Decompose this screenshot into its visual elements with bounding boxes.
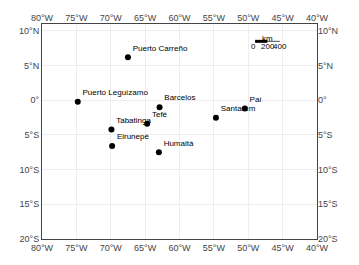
svg-text:50°W: 50°W (237, 13, 260, 23)
svg-text:55°W: 55°W (203, 243, 226, 253)
svg-text:5°S: 5°S (318, 130, 333, 140)
svg-text:60°W: 60°W (168, 13, 191, 23)
svg-text:70°W: 70°W (100, 13, 123, 23)
svg-text:70°W: 70°W (100, 243, 123, 253)
svg-text:80°W: 80°W (31, 13, 54, 23)
svg-text:400: 400 (273, 42, 287, 51)
svg-text:20°S: 20°S (318, 234, 338, 244)
svg-text:65°W: 65°W (134, 243, 157, 253)
svg-text:km: km (262, 34, 273, 43)
svg-text:45°W: 45°W (272, 243, 295, 253)
svg-text:75°W: 75°W (65, 13, 88, 23)
svg-text:Humaitá: Humaitá (164, 139, 194, 148)
svg-text:80°W: 80°W (31, 243, 54, 253)
svg-text:0: 0 (251, 42, 256, 51)
svg-text:10°N: 10°N (19, 26, 39, 36)
svg-text:5°N: 5°N (318, 61, 333, 71)
svg-text:Puerto Leguízamo: Puerto Leguízamo (83, 88, 149, 97)
svg-text:Paí: Paí (250, 95, 263, 104)
svg-text:50°W: 50°W (237, 243, 260, 253)
svg-text:15°S: 15°S (20, 199, 40, 209)
svg-text:Eirunepé: Eirunepé (117, 132, 150, 141)
svg-text:60°W: 60°W (168, 243, 191, 253)
svg-text:5°N: 5°N (24, 61, 39, 71)
svg-text:Barcelos: Barcelos (164, 93, 195, 102)
svg-text:15°S: 15°S (318, 199, 338, 209)
svg-text:Tefé: Tefé (152, 110, 168, 119)
svg-text:Tabatinga: Tabatinga (116, 116, 151, 125)
svg-text:75°W: 75°W (65, 243, 88, 253)
svg-text:10°S: 10°S (318, 165, 338, 175)
svg-text:10°N: 10°N (318, 26, 338, 36)
svg-text:0°: 0° (31, 95, 40, 105)
svg-text:Puerto Carreño: Puerto Carreño (133, 44, 188, 53)
svg-text:45°W: 45°W (272, 13, 295, 23)
svg-text:5°S: 5°S (25, 130, 40, 140)
svg-text:Santarém: Santarém (221, 104, 256, 113)
svg-text:40°W: 40°W (306, 243, 329, 253)
svg-text:10°S: 10°S (20, 165, 40, 175)
svg-text:65°W: 65°W (134, 13, 157, 23)
svg-text:55°W: 55°W (203, 13, 226, 23)
svg-text:0°: 0° (318, 95, 327, 105)
svg-text:200: 200 (261, 42, 275, 51)
svg-text:20°S: 20°S (20, 234, 40, 244)
svg-text:40°W: 40°W (306, 13, 329, 23)
